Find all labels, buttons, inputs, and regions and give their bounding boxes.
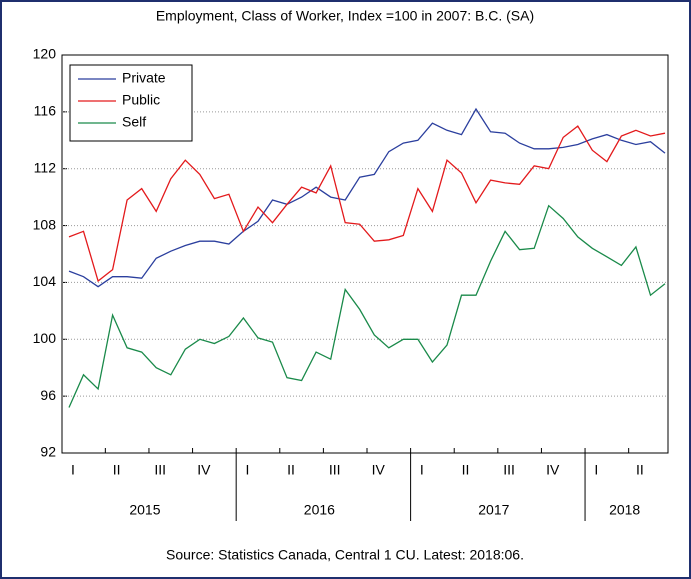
x-tick-label: I: [420, 462, 424, 478]
year-label: 2017: [478, 502, 509, 518]
y-tick-label: 92: [40, 444, 56, 460]
chart-title: Employment, Class of Worker, Index =100 …: [156, 8, 534, 24]
x-tick-label: II: [636, 462, 644, 478]
x-tick-label: I: [71, 462, 75, 478]
x-tick-label: I: [594, 462, 598, 478]
year-label: 2015: [129, 502, 160, 518]
x-tick-label: III: [154, 462, 166, 478]
x-tick-label: IV: [372, 462, 386, 478]
series-line: [68, 107, 666, 288]
legend-label: Self: [122, 114, 146, 130]
y-tick-label: 116: [34, 103, 57, 119]
legend-box: [69, 64, 193, 142]
y-tick-label: 100: [33, 330, 57, 346]
plot-area: [61, 54, 669, 454]
year-label: 2018: [609, 502, 640, 518]
x-tick-label: III: [329, 462, 341, 478]
y-tick-label: 104: [33, 273, 57, 289]
legend-label: Private: [122, 70, 166, 86]
series-line: [68, 125, 666, 283]
series-line: [68, 204, 666, 408]
x-tick-label: II: [287, 462, 295, 478]
year-label: 2016: [304, 502, 335, 518]
x-tick-label: IV: [546, 462, 560, 478]
legend-label: Public: [122, 92, 160, 108]
y-tick-label: 96: [40, 387, 56, 403]
x-tick-label: III: [503, 462, 515, 478]
x-tick-label: II: [113, 462, 121, 478]
x-tick-label: IV: [197, 462, 211, 478]
x-tick-label: I: [245, 462, 249, 478]
y-tick-label: 108: [33, 216, 57, 232]
y-tick-label: 112: [34, 159, 57, 175]
source-note: Source: Statistics Canada, Central 1 CU.…: [166, 547, 524, 563]
y-tick-label: 120: [33, 46, 57, 62]
x-tick-label: II: [462, 462, 470, 478]
